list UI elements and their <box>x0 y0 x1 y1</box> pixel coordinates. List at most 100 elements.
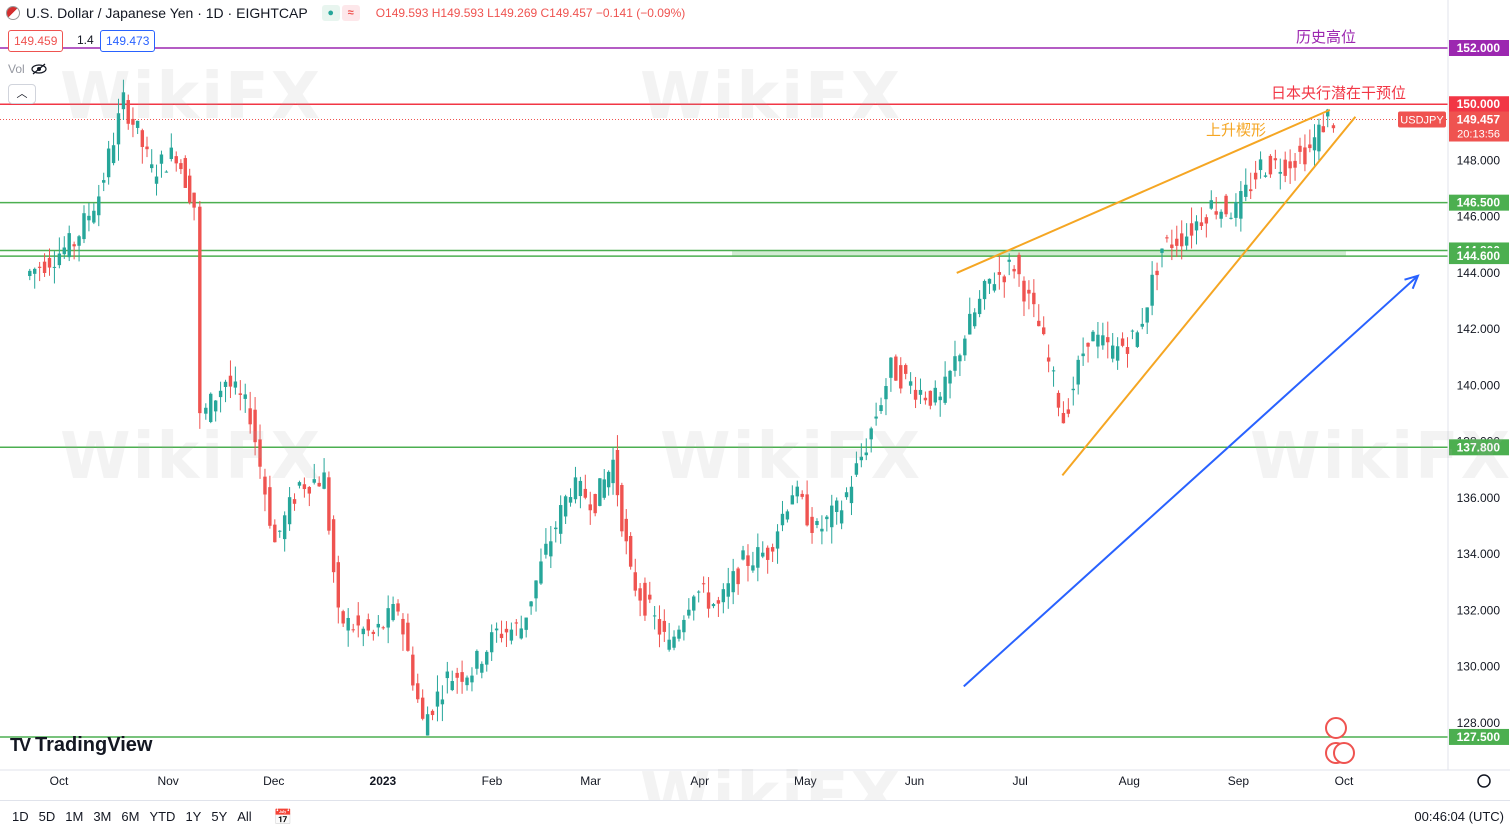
candle[interactable] <box>1229 217 1233 219</box>
range-button-5d[interactable]: 5D <box>38 809 56 824</box>
candle[interactable] <box>519 628 523 639</box>
candle[interactable] <box>121 92 126 110</box>
candle[interactable] <box>859 456 864 461</box>
candle[interactable] <box>341 611 345 624</box>
candle[interactable] <box>411 654 415 686</box>
candle[interactable] <box>302 484 307 490</box>
candle[interactable] <box>297 482 302 486</box>
candle[interactable] <box>741 550 745 560</box>
candle[interactable] <box>28 270 32 277</box>
candle[interactable] <box>611 459 615 484</box>
candle[interactable] <box>37 266 42 268</box>
candle[interactable] <box>435 691 440 707</box>
candle[interactable] <box>425 714 430 736</box>
candle[interactable] <box>62 247 66 255</box>
candle[interactable] <box>711 604 716 607</box>
candle[interactable] <box>602 479 606 498</box>
candle[interactable] <box>554 527 558 530</box>
candle[interactable] <box>761 552 765 557</box>
candle[interactable] <box>775 531 780 549</box>
candle[interactable] <box>514 622 519 624</box>
candle[interactable] <box>218 390 223 398</box>
candle[interactable] <box>1293 160 1297 168</box>
candle[interactable] <box>997 272 1002 275</box>
candle[interactable] <box>1244 184 1248 197</box>
candle[interactable] <box>982 280 987 300</box>
range-button-5y[interactable]: 5Y <box>211 809 228 824</box>
candle[interactable] <box>1170 244 1174 249</box>
candle[interactable] <box>209 393 213 423</box>
candle[interactable] <box>376 623 381 628</box>
candle[interactable] <box>391 604 395 621</box>
candle[interactable] <box>87 215 91 221</box>
candle[interactable] <box>111 145 116 164</box>
candle[interactable] <box>652 615 657 617</box>
candle[interactable] <box>751 565 755 571</box>
candle[interactable] <box>839 510 844 524</box>
eye-hidden-icon[interactable] <box>31 63 47 75</box>
candle[interactable] <box>913 389 918 400</box>
candle[interactable] <box>361 628 365 635</box>
candle[interactable] <box>126 100 130 124</box>
candle[interactable] <box>844 492 849 498</box>
candle[interactable] <box>1032 292 1036 305</box>
candle[interactable] <box>1317 124 1321 152</box>
candle[interactable] <box>643 582 647 616</box>
candle[interactable] <box>1086 342 1090 347</box>
range-button-6m[interactable]: 6M <box>121 809 140 824</box>
candle[interactable] <box>677 629 681 639</box>
candle[interactable] <box>1209 200 1213 209</box>
candle[interactable] <box>696 591 701 593</box>
candle[interactable] <box>396 603 400 612</box>
candle[interactable] <box>534 580 538 599</box>
candle[interactable] <box>825 516 829 520</box>
candle[interactable] <box>213 400 218 412</box>
candle[interactable] <box>1321 126 1326 133</box>
candle[interactable] <box>470 675 474 683</box>
candle[interactable] <box>386 608 390 628</box>
candle[interactable] <box>879 405 883 412</box>
candle[interactable] <box>578 480 583 497</box>
candle[interactable] <box>1268 155 1273 175</box>
candle[interactable] <box>795 486 799 497</box>
candle[interactable] <box>1066 409 1071 414</box>
candle[interactable] <box>140 130 145 147</box>
candle[interactable] <box>480 663 484 673</box>
candle[interactable] <box>615 449 620 496</box>
candle[interactable] <box>282 515 287 540</box>
candle[interactable] <box>268 487 272 526</box>
range-button-ytd[interactable]: YTD <box>149 809 176 824</box>
range-button-all[interactable]: All <box>237 809 252 824</box>
candle[interactable] <box>504 628 509 633</box>
candle[interactable] <box>57 253 62 266</box>
candle[interactable] <box>933 387 937 403</box>
candle[interactable] <box>1012 268 1016 272</box>
candle[interactable] <box>765 547 770 560</box>
candle[interactable] <box>317 482 321 487</box>
candle[interactable] <box>489 632 494 653</box>
candle[interactable] <box>455 672 459 678</box>
candle[interactable] <box>977 298 982 315</box>
candle[interactable] <box>1175 238 1179 246</box>
candle[interactable] <box>1022 280 1026 302</box>
candle[interactable] <box>42 261 47 273</box>
candle[interactable] <box>346 617 350 631</box>
candle[interactable] <box>746 555 750 566</box>
candle[interactable] <box>430 710 435 716</box>
candle[interactable] <box>1239 191 1243 219</box>
candle[interactable] <box>1076 359 1080 385</box>
candle[interactable] <box>834 500 839 513</box>
candle[interactable] <box>953 356 957 371</box>
candle[interactable] <box>716 600 721 604</box>
candle[interactable] <box>1027 289 1031 294</box>
candle[interactable] <box>810 516 814 533</box>
chevron-up-icon[interactable]: ︿ <box>8 84 36 104</box>
candle[interactable] <box>726 583 730 597</box>
candle[interactable] <box>204 407 208 414</box>
candle[interactable] <box>1194 221 1199 231</box>
candle[interactable] <box>628 535 633 567</box>
candle[interactable] <box>549 541 553 557</box>
candle[interactable] <box>67 233 71 258</box>
candle[interactable] <box>672 636 676 648</box>
candle[interactable] <box>253 409 257 443</box>
